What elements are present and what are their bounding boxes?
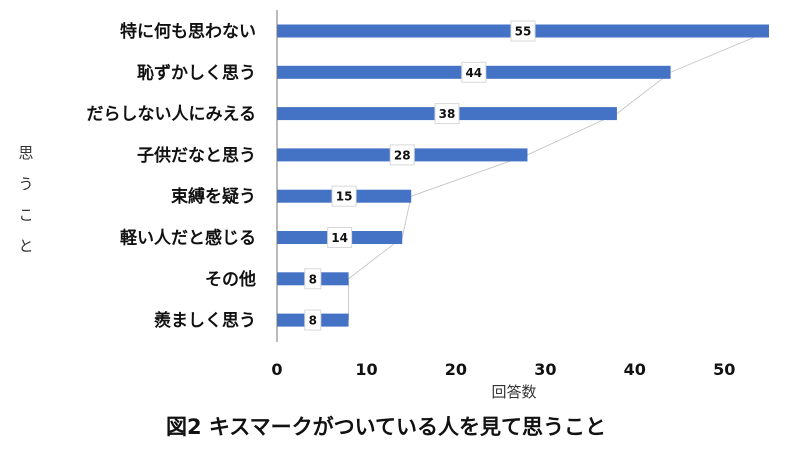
category-label: 軽い人だと感じる bbox=[120, 228, 256, 249]
data-label-box bbox=[304, 309, 322, 331]
category-label: 羨ましく思う bbox=[154, 310, 256, 331]
category-labels: 特に何も思わない恥ずかしく思うだらしない人にみえる子供だなと思う束縛を疑う軽い人… bbox=[87, 21, 257, 331]
data-label-box bbox=[304, 268, 322, 290]
category-label: だらしない人にみえる bbox=[87, 105, 257, 125]
connector-line bbox=[348, 30, 770, 321]
data-label: 44 bbox=[465, 66, 482, 80]
x-tick-label: 10 bbox=[355, 360, 377, 379]
data-label-box bbox=[434, 103, 460, 125]
data-labels: 55 44 38 28 15 14 8 8 bbox=[304, 20, 536, 331]
category-label: その他 bbox=[205, 269, 256, 290]
data-label: 28 bbox=[394, 148, 411, 162]
data-label: 14 bbox=[331, 231, 348, 245]
category-label: 束縛を疑う bbox=[171, 186, 256, 207]
category-label: 特に何も思わない bbox=[120, 21, 256, 42]
bars bbox=[277, 24, 769, 327]
category-label: 恥ずかしく思う bbox=[137, 63, 256, 83]
data-label-box bbox=[389, 144, 415, 166]
data-label: 15 bbox=[336, 190, 353, 204]
x-tick-labels: 0 10 20 30 40 50 bbox=[271, 360, 735, 379]
data-label: 8 bbox=[309, 314, 317, 328]
category-label: 子供だなと思う bbox=[137, 145, 256, 166]
data-label-box bbox=[327, 227, 353, 248]
chart-title: 図2 キスマークがついている人を見て思うこと bbox=[166, 415, 606, 439]
series-connector-lines bbox=[348, 30, 770, 321]
data-label: 8 bbox=[309, 272, 317, 286]
data-label: 38 bbox=[439, 107, 456, 121]
x-tick-label: 20 bbox=[445, 360, 467, 379]
data-label-box bbox=[331, 185, 357, 207]
x-tick-label: 50 bbox=[713, 360, 735, 379]
data-label-box bbox=[461, 61, 487, 83]
y-axis-title: 思うこと bbox=[18, 144, 33, 255]
x-tick-label: 40 bbox=[624, 360, 646, 379]
data-label-box bbox=[510, 20, 536, 42]
data-label: 55 bbox=[515, 25, 532, 39]
x-tick-label: 0 bbox=[271, 360, 282, 379]
x-axis-title: 回答数 bbox=[491, 383, 536, 401]
x-tick-label: 30 bbox=[534, 360, 556, 379]
